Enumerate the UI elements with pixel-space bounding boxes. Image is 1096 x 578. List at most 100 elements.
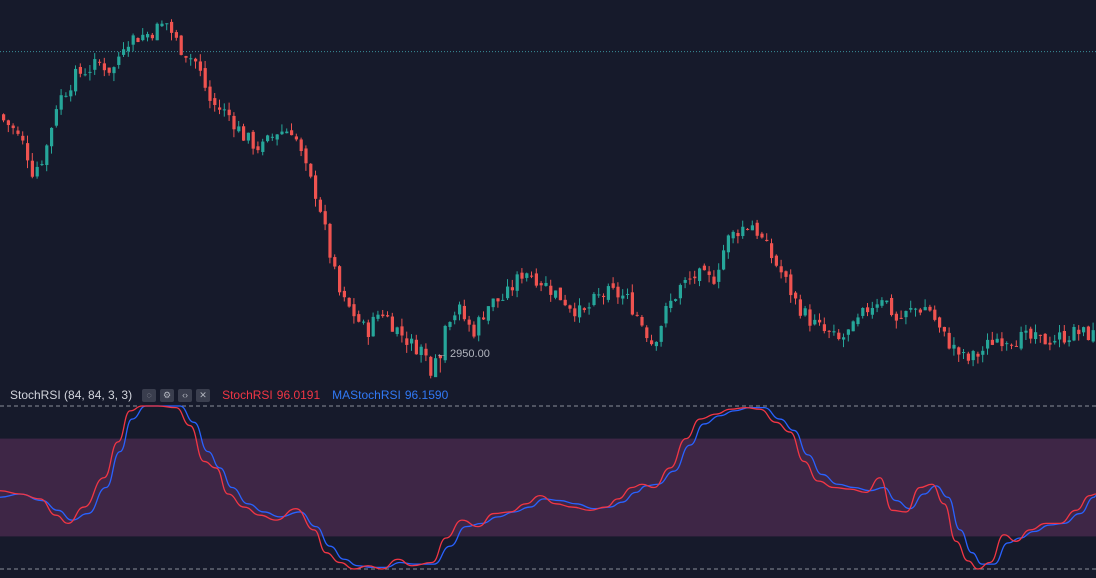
- candle-body: [712, 276, 716, 284]
- stochrsi-value: 96.0191: [276, 388, 321, 402]
- candle-body: [707, 271, 711, 275]
- candle-body: [102, 63, 106, 71]
- candle-body: [938, 317, 942, 328]
- candle-body: [861, 307, 865, 316]
- candle-body: [285, 131, 289, 134]
- candle-body: [419, 346, 423, 356]
- candle-body: [309, 163, 313, 177]
- candle-body: [717, 269, 721, 282]
- candle-body: [448, 322, 452, 327]
- candle-body: [69, 90, 73, 97]
- candle-body: [256, 146, 260, 151]
- candle-body: [635, 314, 639, 316]
- candle-body: [74, 68, 78, 92]
- candle-body: [1058, 332, 1062, 340]
- candle-body: [251, 131, 255, 149]
- candle-body: [774, 255, 778, 266]
- candle-body: [770, 243, 774, 259]
- candle-body: [659, 326, 663, 342]
- candle-body: [683, 279, 687, 283]
- candle-body: [16, 130, 20, 134]
- candle-body: [170, 21, 174, 33]
- candle-body: [568, 305, 572, 309]
- candle-body: [64, 95, 68, 97]
- candle-body: [640, 316, 644, 326]
- candle-body: [462, 305, 466, 320]
- candle-body: [741, 226, 745, 237]
- candle-body: [1019, 331, 1023, 349]
- candle-body: [602, 295, 606, 298]
- candle-body: [803, 308, 807, 316]
- candle-body: [846, 329, 850, 335]
- candle-body: [429, 356, 433, 376]
- candle-body: [270, 136, 274, 138]
- candle-body: [1077, 329, 1081, 335]
- candle-body: [98, 61, 102, 63]
- close-icon[interactable]: ✕: [196, 388, 211, 402]
- candle-body: [789, 274, 793, 296]
- candle-body: [587, 307, 591, 309]
- stochrsi-pane[interactable]: [0, 386, 1096, 578]
- candle-body: [486, 306, 490, 321]
- candle-body: [582, 308, 586, 310]
- candle-body: [1048, 342, 1052, 345]
- candle-body: [1029, 328, 1033, 339]
- candle-body: [731, 231, 735, 239]
- candle-body: [237, 126, 241, 132]
- candle-body: [885, 300, 889, 303]
- candle-body: [333, 257, 337, 267]
- candle-body: [165, 23, 169, 25]
- candle-body: [957, 347, 961, 355]
- candle-body: [294, 136, 298, 140]
- candle-body: [155, 23, 159, 41]
- candle-body: [410, 338, 414, 344]
- candle-body: [621, 295, 625, 299]
- candle-body: [650, 340, 654, 345]
- candle-body: [160, 23, 164, 27]
- candle-body: [50, 127, 54, 147]
- candle-body: [549, 285, 553, 295]
- candle-body: [947, 332, 951, 349]
- candle-body: [150, 34, 154, 39]
- candle-body: [1000, 338, 1004, 347]
- candle-body: [93, 59, 97, 70]
- candle-body: [26, 143, 30, 161]
- candle-body: [131, 35, 135, 45]
- eye-off-icon[interactable]: ◌: [142, 388, 157, 402]
- candle-body: [198, 61, 202, 71]
- candle-body: [837, 332, 841, 340]
- candle-body: [750, 225, 754, 231]
- price-chart[interactable]: [0, 0, 1096, 384]
- candle-body: [347, 297, 351, 307]
- candle-body: [467, 319, 471, 325]
- candle-body: [746, 228, 750, 230]
- candle-body: [909, 308, 913, 310]
- candle-body: [611, 283, 615, 288]
- candle-body: [784, 271, 788, 277]
- candle-body: [386, 315, 390, 317]
- candle-body: [1053, 340, 1057, 343]
- candle-body: [261, 141, 265, 152]
- candle-body: [194, 58, 198, 62]
- candle-body: [544, 282, 548, 286]
- candle-body: [117, 56, 121, 65]
- candle-body: [923, 307, 927, 311]
- candle-body: [722, 250, 726, 270]
- candle-body: [314, 175, 318, 199]
- candle-body: [338, 266, 342, 293]
- candle-body: [390, 316, 394, 332]
- candle-body: [1005, 343, 1009, 345]
- candle-body: [21, 135, 25, 141]
- candle-body: [222, 109, 226, 111]
- mastochrsi-line: [0, 405, 1096, 569]
- candle-body: [1091, 330, 1095, 342]
- candle-body: [443, 325, 447, 361]
- indicator-title[interactable]: StochRSI (84, 84, 3, 3): [10, 388, 133, 402]
- candle-body: [616, 286, 620, 298]
- source-icon[interactable]: ‹›: [178, 388, 193, 402]
- indicator-legend: StochRSI (84, 84, 3, 3) ◌ ⚙ ‹› ✕ StochRS…: [10, 388, 448, 402]
- candle-body: [966, 353, 970, 361]
- candle-body: [995, 338, 999, 343]
- candle-body: [822, 324, 826, 332]
- settings-icon[interactable]: ⚙: [160, 388, 175, 402]
